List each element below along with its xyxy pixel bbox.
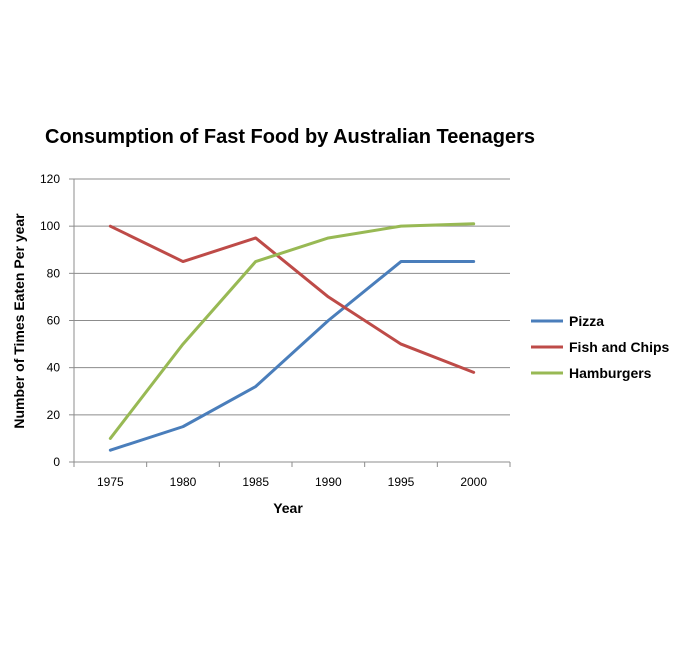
x-tick-labels: 1975 1980 1985 1990 1995 2000 — [97, 475, 487, 489]
y-axis-label: Number of Times Eaten Per year — [11, 213, 27, 429]
x-tick-label: 1985 — [242, 475, 269, 489]
grid — [74, 178, 510, 416]
axes — [69, 178, 511, 467]
y-tick-label: 60 — [47, 314, 61, 328]
y-tick-label: 20 — [47, 408, 61, 422]
x-tick-label: 1995 — [388, 475, 415, 489]
x-axis-label: Year — [273, 500, 303, 516]
x-tick-label: 1975 — [97, 475, 124, 489]
series-line-pizza — [108, 260, 476, 452]
y-tick-label: 80 — [47, 266, 61, 280]
y-tick-label: 40 — [47, 361, 61, 375]
chart-title: Consumption of Fast Food by Australian T… — [45, 126, 535, 148]
legend-label: Fish and Chips — [569, 339, 670, 355]
y-tick-label: 0 — [53, 455, 60, 469]
y-tick-label: 120 — [40, 172, 60, 186]
y-tick-label: 100 — [40, 219, 60, 233]
y-tick-labels: 0 20 40 60 80 100 120 — [40, 172, 60, 469]
x-tick-label: 1980 — [170, 475, 197, 489]
legend-label: Pizza — [569, 313, 604, 329]
legend-label: Hamburgers — [569, 365, 652, 381]
x-tick-label: 2000 — [460, 475, 487, 489]
series-lines — [108, 222, 476, 452]
x-tick-label: 1990 — [315, 475, 342, 489]
series-line-hamburgers — [108, 222, 476, 440]
series-line-fish-and-chips — [108, 224, 476, 374]
legend: Pizza Fish and Chips Hamburgers — [531, 313, 670, 381]
